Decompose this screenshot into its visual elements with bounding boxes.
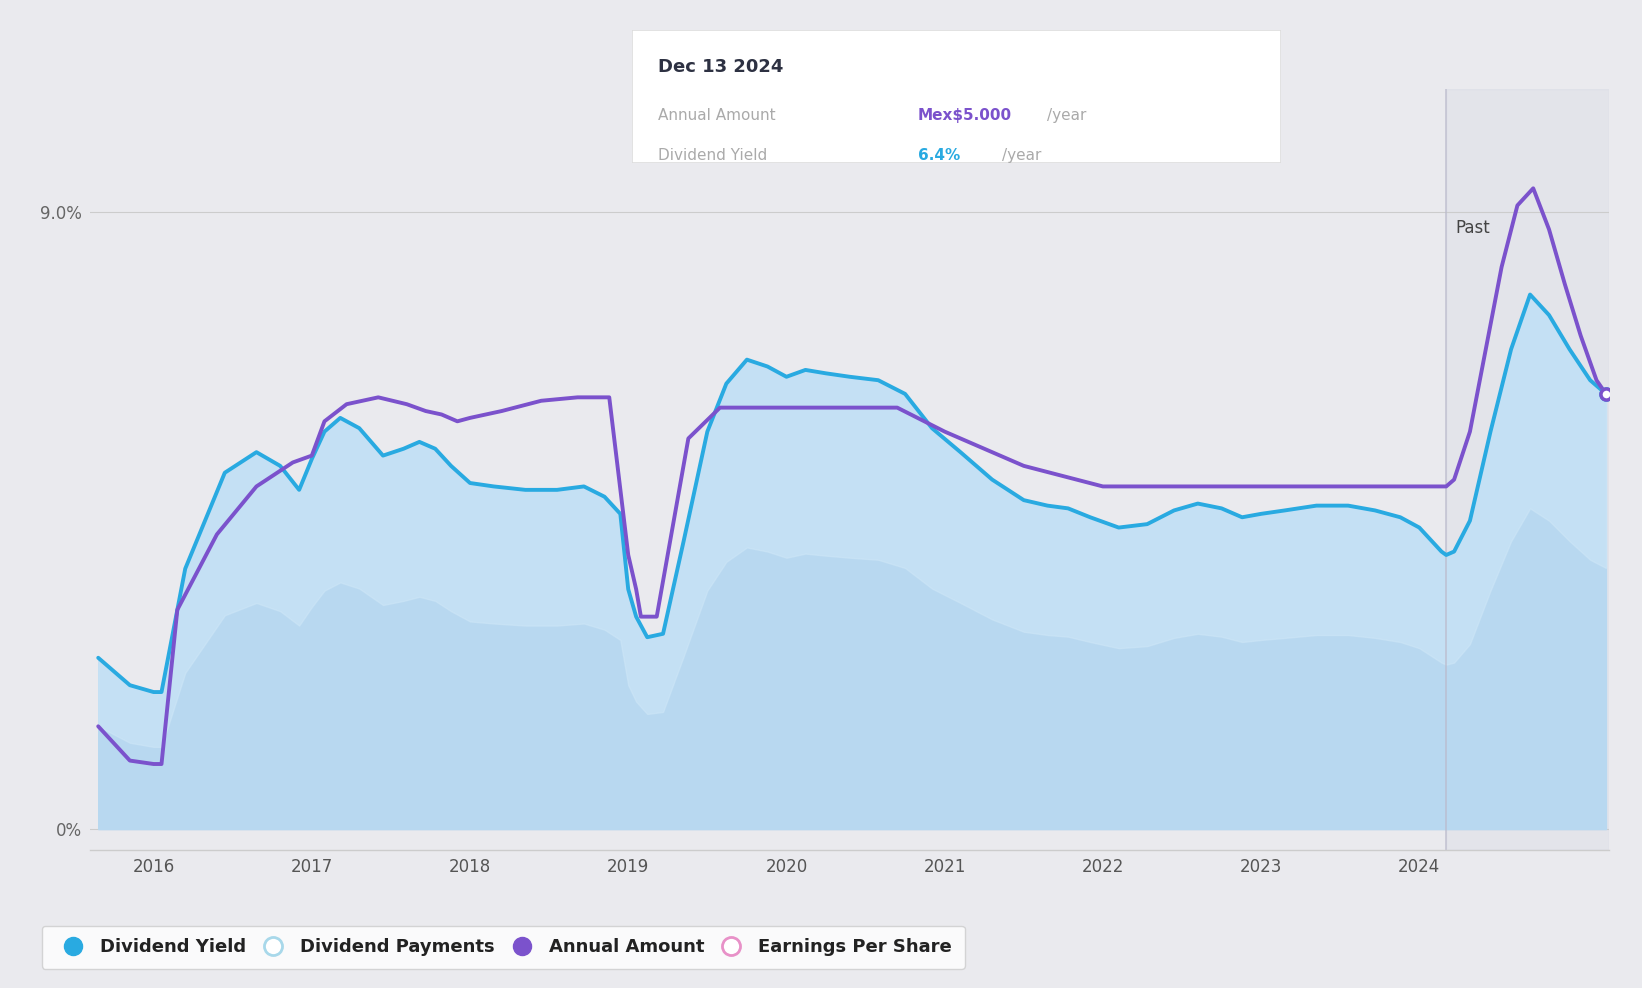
Bar xyxy=(1447,89,1609,850)
Text: Dec 13 2024: Dec 13 2024 xyxy=(658,58,783,76)
Text: Annual Amount: Annual Amount xyxy=(658,108,775,123)
FancyBboxPatch shape xyxy=(632,30,1281,163)
Text: Past: Past xyxy=(1456,219,1491,237)
Text: 6.4%: 6.4% xyxy=(918,147,961,162)
Text: Dividend Yield: Dividend Yield xyxy=(658,147,767,162)
Text: /year: /year xyxy=(1002,147,1041,162)
Text: Mex$5.000: Mex$5.000 xyxy=(918,108,1011,123)
Text: /year: /year xyxy=(1048,108,1087,123)
Legend: Dividend Yield, Dividend Payments, Annual Amount, Earnings Per Share: Dividend Yield, Dividend Payments, Annua… xyxy=(41,926,965,969)
